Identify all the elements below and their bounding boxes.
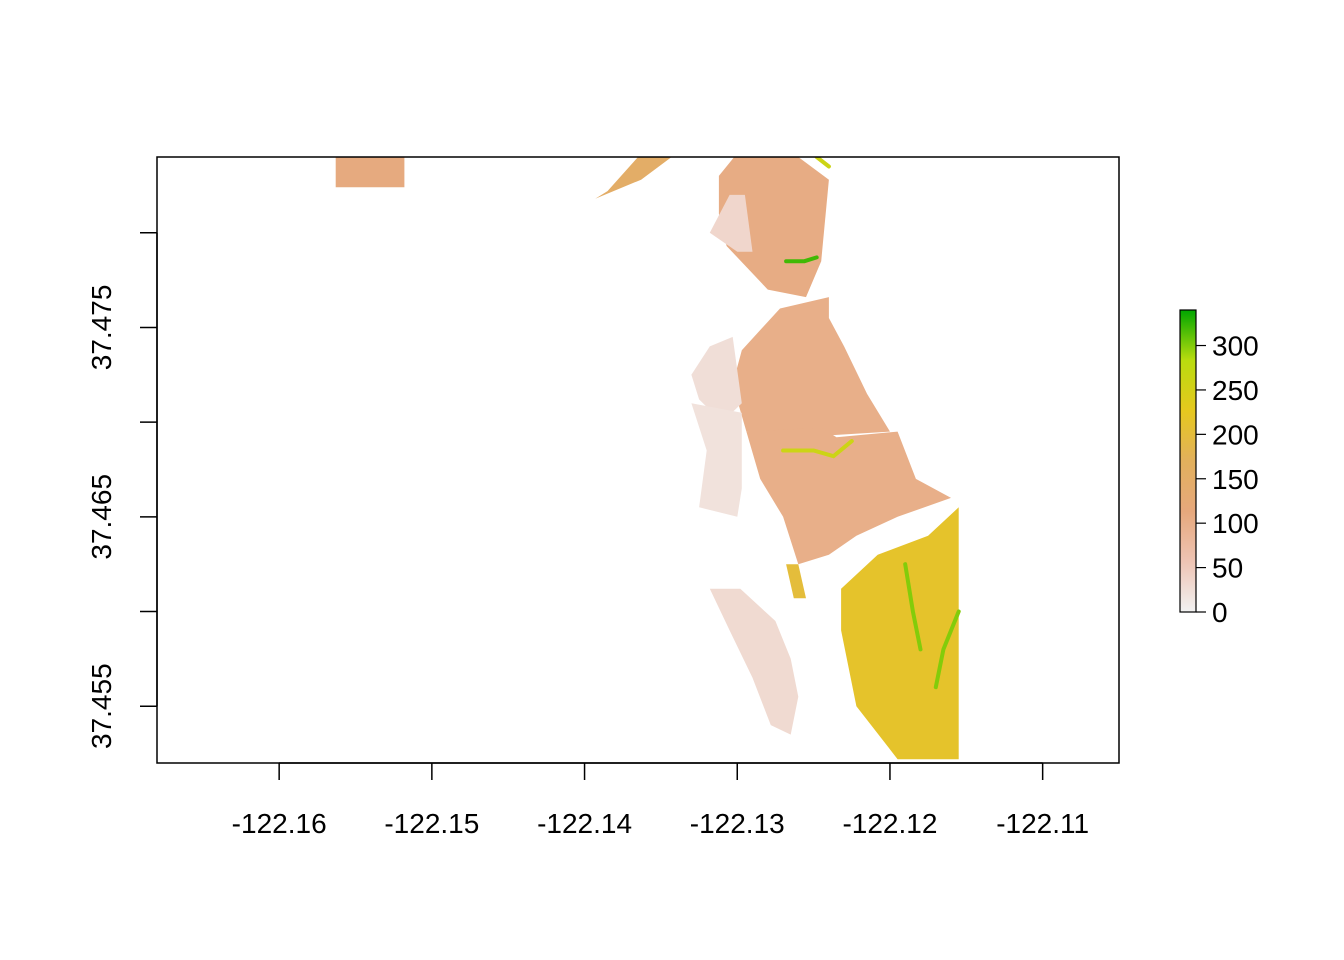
raster-region <box>786 564 806 599</box>
raster-layer <box>335 157 961 760</box>
x-tick-label: -122.14 <box>537 808 632 839</box>
raster-channel <box>781 439 854 459</box>
raster-channel <box>933 609 961 690</box>
legend-tick-label: 300 <box>1212 331 1259 362</box>
raster-region <box>841 507 959 760</box>
raster-region <box>746 427 951 565</box>
raster-region <box>691 336 742 423</box>
y-tick-label: 37.465 <box>86 474 117 560</box>
legend-tick-label: 0 <box>1212 597 1228 628</box>
legend-tick-label: 100 <box>1212 508 1259 539</box>
raster-channel <box>814 157 831 169</box>
raster-region <box>709 194 753 252</box>
color-legend: 0 50 100 150 200 250 300 <box>1179 309 1259 628</box>
x-axis: -122.16 -122.15 -122.14 -122.13 -122.12 -122.… <box>232 762 1089 839</box>
raster-region <box>709 588 799 735</box>
x-tick-label: -122.16 <box>232 808 327 839</box>
raster-channel <box>784 255 819 264</box>
y-tick-label: 37.475 <box>86 285 117 371</box>
y-tick-label: 37.455 <box>86 663 117 749</box>
x-tick-label: -122.15 <box>384 808 479 839</box>
x-tick-label: -122.12 <box>842 808 937 839</box>
legend-tick-label: 200 <box>1212 419 1259 450</box>
raster-region <box>732 297 890 436</box>
y-axis: 37.455 37.465 37.475 <box>86 232 158 749</box>
raster-region <box>691 403 742 517</box>
legend-tick-label: 50 <box>1212 553 1243 584</box>
legend-tick-label: 150 <box>1212 464 1259 495</box>
raster-region <box>335 157 405 188</box>
x-tick-label: -122.11 <box>996 808 1089 839</box>
legend-color-bar <box>1179 309 1197 613</box>
x-tick-label: -122.13 <box>690 808 785 839</box>
legend-tick-label: 250 <box>1212 375 1259 406</box>
raster-channel <box>903 562 923 652</box>
raster-region <box>595 157 672 199</box>
